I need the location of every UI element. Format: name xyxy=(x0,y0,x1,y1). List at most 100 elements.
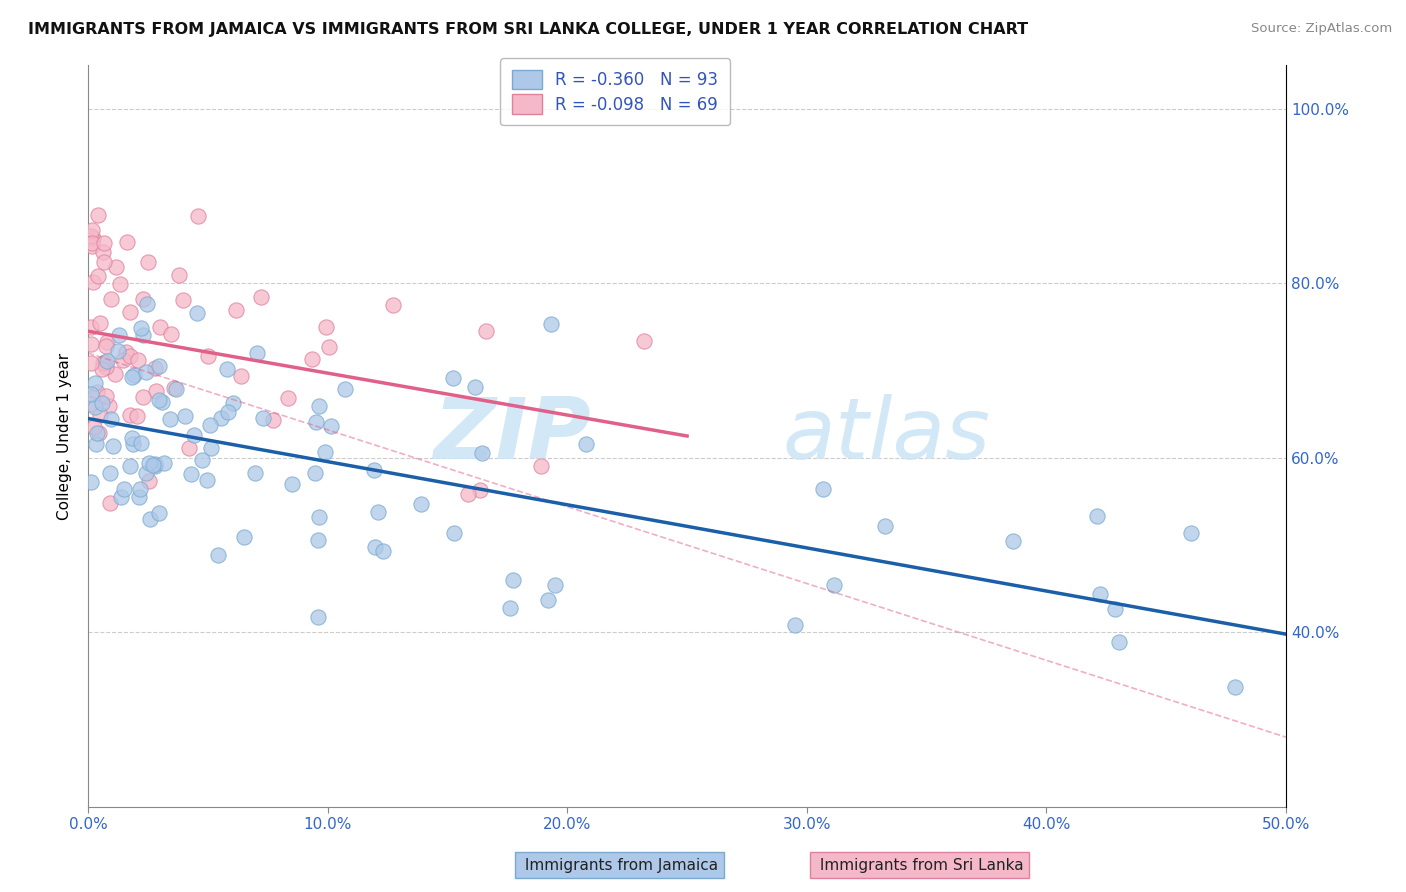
Point xyxy=(186,306,208,320)
Point xyxy=(89,408,111,422)
Point xyxy=(200,442,222,456)
Point xyxy=(1002,533,1025,548)
Point xyxy=(215,362,238,376)
Point xyxy=(333,382,356,396)
Point xyxy=(115,345,138,359)
Point xyxy=(575,437,598,451)
Point xyxy=(93,255,115,269)
Point xyxy=(83,420,105,434)
Point xyxy=(183,428,205,442)
Point xyxy=(87,208,110,222)
Point xyxy=(91,244,114,259)
Point xyxy=(143,459,166,474)
Point xyxy=(502,573,524,587)
Point xyxy=(84,400,107,414)
Point xyxy=(94,339,117,353)
Point xyxy=(79,475,101,489)
Point xyxy=(86,385,108,400)
Point xyxy=(246,345,269,359)
Point xyxy=(633,334,655,348)
Point xyxy=(142,458,165,472)
Point xyxy=(470,483,492,497)
Point xyxy=(304,467,326,481)
Point xyxy=(785,617,807,632)
Point xyxy=(98,496,121,510)
Point xyxy=(136,255,159,269)
Point xyxy=(463,380,485,394)
Point xyxy=(207,548,229,562)
Point xyxy=(148,507,170,521)
Point xyxy=(195,473,218,487)
Point xyxy=(86,426,108,441)
Point xyxy=(875,518,897,533)
Point xyxy=(475,324,498,338)
Point xyxy=(79,337,101,351)
Text: atlas: atlas xyxy=(783,394,991,477)
Point xyxy=(1085,508,1108,523)
Point xyxy=(89,316,111,330)
Point xyxy=(110,490,132,504)
Point xyxy=(530,458,553,473)
Point xyxy=(80,236,103,251)
Point xyxy=(118,408,141,422)
Point xyxy=(143,361,166,376)
Point xyxy=(131,436,153,450)
Point xyxy=(371,543,394,558)
Legend: R = -0.360   N = 93, R = -0.098   N = 69: R = -0.360 N = 93, R = -0.098 N = 69 xyxy=(501,59,730,126)
Point xyxy=(83,376,105,390)
Point xyxy=(197,349,219,363)
Point xyxy=(129,320,152,334)
Point xyxy=(315,320,337,334)
Point xyxy=(209,410,232,425)
Point xyxy=(90,396,112,410)
Point xyxy=(100,292,122,306)
Point xyxy=(79,396,101,410)
Point xyxy=(103,439,125,453)
Point xyxy=(145,384,167,398)
Point xyxy=(107,344,129,359)
Text: IMMIGRANTS FROM JAMAICA VS IMMIGRANTS FROM SRI LANKA COLLEGE, UNDER 1 YEAR CORRE: IMMIGRANTS FROM JAMAICA VS IMMIGRANTS FR… xyxy=(28,22,1028,37)
Point xyxy=(139,512,162,526)
Point xyxy=(96,359,118,374)
Point xyxy=(381,298,404,312)
Point xyxy=(91,356,114,370)
Point xyxy=(125,409,148,424)
Point xyxy=(79,319,101,334)
Point xyxy=(540,317,562,331)
Point xyxy=(108,277,131,291)
Point xyxy=(87,269,110,284)
Point xyxy=(457,487,479,501)
Point xyxy=(443,525,465,540)
Point xyxy=(314,445,336,459)
Point xyxy=(250,290,273,304)
Point xyxy=(100,411,122,425)
Point xyxy=(277,391,299,405)
Point xyxy=(118,459,141,474)
Point xyxy=(82,238,104,252)
Point xyxy=(165,382,187,396)
Point xyxy=(471,446,494,460)
Point xyxy=(121,437,143,451)
Point xyxy=(177,441,200,455)
Point xyxy=(252,411,274,425)
Point xyxy=(148,359,170,374)
Point xyxy=(308,400,330,414)
Point xyxy=(823,578,845,592)
Point xyxy=(93,236,115,251)
Point xyxy=(150,395,173,409)
Point xyxy=(172,293,194,308)
Point xyxy=(233,531,256,545)
Point xyxy=(187,209,209,223)
Point xyxy=(108,328,131,343)
Point xyxy=(536,593,558,607)
Point xyxy=(98,467,121,481)
Point xyxy=(132,391,155,405)
Point xyxy=(308,609,330,624)
Point xyxy=(441,370,464,384)
Point xyxy=(105,260,128,274)
Point xyxy=(96,335,118,350)
Point xyxy=(222,396,245,410)
Text: Immigrants from Jamaica: Immigrants from Jamaica xyxy=(520,858,718,872)
Point xyxy=(167,268,190,283)
Point xyxy=(225,302,247,317)
